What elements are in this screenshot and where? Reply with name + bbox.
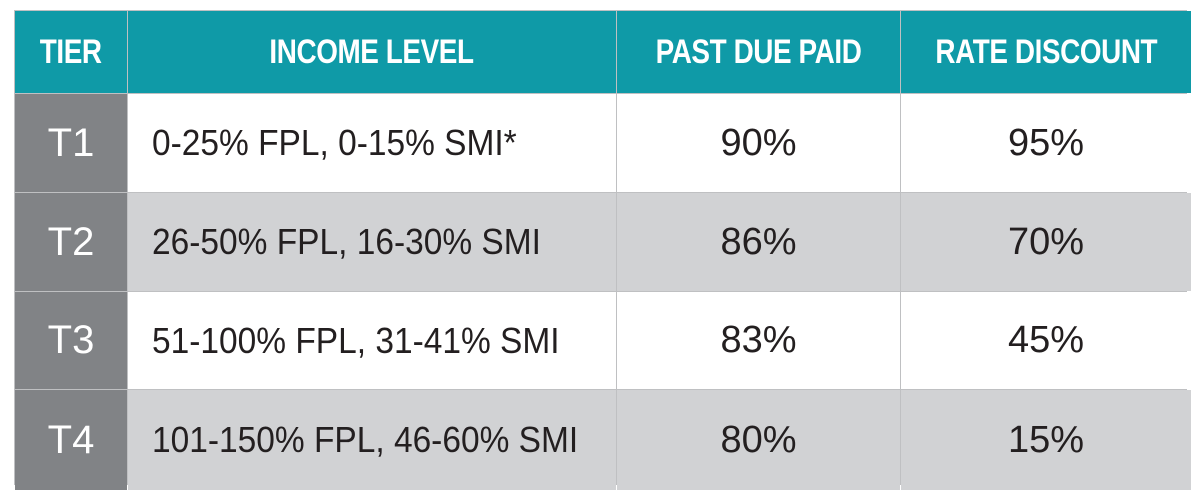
tier-cell: T3	[15, 292, 127, 389]
income-cell: 26-50% FPL, 16-30% SMI	[128, 193, 616, 291]
rate-discount-cell: 70%	[901, 193, 1191, 291]
past-due-paid-cell: 86%	[617, 193, 900, 291]
past-due-paid-cell: 83%	[617, 292, 900, 389]
income-cell: 0-25% FPL, 0-15% SMI*	[128, 94, 616, 192]
rate-discount-cell: 45%	[901, 292, 1191, 389]
header-income-level: INCOME LEVEL	[128, 11, 616, 93]
past-due-paid-cell: 80%	[617, 390, 900, 490]
tier-cell: T1	[15, 94, 127, 192]
income-cell: 51-100% FPL, 31-41% SMI	[128, 292, 616, 389]
tier-cell: T4	[15, 390, 127, 490]
header-past-due-paid: PAST DUE PAID	[617, 11, 900, 93]
income-cell: 101-150% FPL, 46-60% SMI	[128, 390, 616, 490]
tier-table: TIER INCOME LEVEL PAST DUE PAID RATE DIS…	[14, 10, 1191, 490]
rate-discount-cell: 15%	[901, 390, 1191, 490]
tier-cell: T2	[15, 193, 127, 291]
past-due-paid-cell: 90%	[617, 94, 900, 192]
header-tier: TIER	[15, 11, 127, 93]
header-rate-discount: RATE DISCOUNT	[901, 11, 1191, 93]
rate-discount-cell: 95%	[901, 94, 1191, 192]
